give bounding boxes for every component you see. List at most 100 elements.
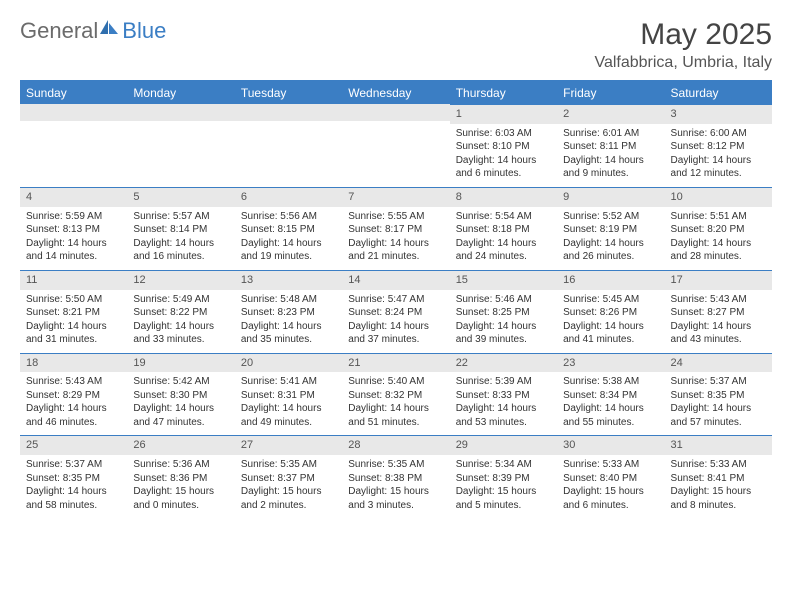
day-number: 2 <box>557 104 664 124</box>
daylight-line: Daylight: 14 hours and 16 minutes. <box>133 237 228 264</box>
day-number: 24 <box>665 353 772 373</box>
logo: General Blue <box>20 18 166 44</box>
daylight-line: Daylight: 15 hours and 2 minutes. <box>241 485 336 512</box>
day-number: 13 <box>235 270 342 290</box>
sunset-line: Sunset: 8:26 PM <box>563 306 658 320</box>
sunset-line: Sunset: 8:18 PM <box>456 223 551 237</box>
day-details: Sunrise: 5:43 AMSunset: 8:27 PMDaylight:… <box>665 290 772 353</box>
day-details: Sunrise: 5:52 AMSunset: 8:19 PMDaylight:… <box>557 207 664 270</box>
daylight-line: Daylight: 14 hours and 35 minutes. <box>241 320 336 347</box>
sunset-line: Sunset: 8:29 PM <box>26 389 121 403</box>
daylight-line: Daylight: 14 hours and 43 minutes. <box>671 320 766 347</box>
day-details: Sunrise: 6:01 AMSunset: 8:11 PMDaylight:… <box>557 124 664 187</box>
daylight-line: Daylight: 14 hours and 28 minutes. <box>671 237 766 264</box>
day-details: Sunrise: 6:03 AMSunset: 8:10 PMDaylight:… <box>450 124 557 187</box>
calendar-week-row: 25Sunrise: 5:37 AMSunset: 8:35 PMDayligh… <box>20 435 772 518</box>
daylight-line: Daylight: 14 hours and 39 minutes. <box>456 320 551 347</box>
daylight-line: Daylight: 14 hours and 9 minutes. <box>563 154 658 181</box>
calendar-cell: 23Sunrise: 5:38 AMSunset: 8:34 PMDayligh… <box>557 353 664 436</box>
calendar-cell: 22Sunrise: 5:39 AMSunset: 8:33 PMDayligh… <box>450 353 557 436</box>
daylight-line: Daylight: 14 hours and 53 minutes. <box>456 402 551 429</box>
sunrise-line: Sunrise: 5:52 AM <box>563 210 658 224</box>
day-number: 6 <box>235 187 342 207</box>
day-number: 16 <box>557 270 664 290</box>
day-number: 21 <box>342 353 449 373</box>
sunrise-line: Sunrise: 5:34 AM <box>456 458 551 472</box>
calendar-cell <box>342 104 449 187</box>
day-number: 1 <box>450 104 557 124</box>
sunrise-line: Sunrise: 6:03 AM <box>456 127 551 141</box>
sunrise-line: Sunrise: 5:57 AM <box>133 210 228 224</box>
sunset-line: Sunset: 8:34 PM <box>563 389 658 403</box>
sunset-line: Sunset: 8:13 PM <box>26 223 121 237</box>
weekday-header: Saturday <box>665 81 772 104</box>
daylight-line: Daylight: 14 hours and 47 minutes. <box>133 402 228 429</box>
day-details: Sunrise: 5:40 AMSunset: 8:32 PMDaylight:… <box>342 372 449 435</box>
day-number: 26 <box>127 435 234 455</box>
day-number: 28 <box>342 435 449 455</box>
sunset-line: Sunset: 8:27 PM <box>671 306 766 320</box>
day-details: Sunrise: 5:50 AMSunset: 8:21 PMDaylight:… <box>20 290 127 353</box>
sunset-line: Sunset: 8:33 PM <box>456 389 551 403</box>
location-subtitle: Valfabbrica, Umbria, Italy <box>594 54 772 72</box>
daylight-line: Daylight: 15 hours and 3 minutes. <box>348 485 443 512</box>
day-number: 10 <box>665 187 772 207</box>
sunrise-line: Sunrise: 5:38 AM <box>563 375 658 389</box>
daylight-line: Daylight: 14 hours and 31 minutes. <box>26 320 121 347</box>
sunset-line: Sunset: 8:30 PM <box>133 389 228 403</box>
sunset-line: Sunset: 8:20 PM <box>671 223 766 237</box>
sunrise-line: Sunrise: 5:41 AM <box>241 375 336 389</box>
sunset-line: Sunset: 8:41 PM <box>671 472 766 486</box>
weekday-header: Sunday <box>20 81 127 104</box>
logo-text-general: General <box>20 18 98 44</box>
sunset-line: Sunset: 8:12 PM <box>671 140 766 154</box>
calendar-cell: 4Sunrise: 5:59 AMSunset: 8:13 PMDaylight… <box>20 187 127 270</box>
calendar-cell: 17Sunrise: 5:43 AMSunset: 8:27 PMDayligh… <box>665 270 772 353</box>
day-details: Sunrise: 5:34 AMSunset: 8:39 PMDaylight:… <box>450 455 557 518</box>
sunset-line: Sunset: 8:31 PM <box>241 389 336 403</box>
sunrise-line: Sunrise: 5:35 AM <box>348 458 443 472</box>
day-number: 17 <box>665 270 772 290</box>
day-details: Sunrise: 5:56 AMSunset: 8:15 PMDaylight:… <box>235 207 342 270</box>
sunset-line: Sunset: 8:11 PM <box>563 140 658 154</box>
day-number: 8 <box>450 187 557 207</box>
sunrise-line: Sunrise: 5:40 AM <box>348 375 443 389</box>
calendar-week-row: 1Sunrise: 6:03 AMSunset: 8:10 PMDaylight… <box>20 104 772 187</box>
calendar-cell: 27Sunrise: 5:35 AMSunset: 8:37 PMDayligh… <box>235 435 342 518</box>
calendar-cell: 31Sunrise: 5:33 AMSunset: 8:41 PMDayligh… <box>665 435 772 518</box>
day-details: Sunrise: 5:57 AMSunset: 8:14 PMDaylight:… <box>127 207 234 270</box>
empty-day <box>342 104 449 121</box>
day-details: Sunrise: 5:41 AMSunset: 8:31 PMDaylight:… <box>235 372 342 435</box>
sunset-line: Sunset: 8:23 PM <box>241 306 336 320</box>
calendar-cell: 15Sunrise: 5:46 AMSunset: 8:25 PMDayligh… <box>450 270 557 353</box>
weekday-header: Wednesday <box>342 81 449 104</box>
daylight-line: Daylight: 15 hours and 5 minutes. <box>456 485 551 512</box>
day-details: Sunrise: 5:45 AMSunset: 8:26 PMDaylight:… <box>557 290 664 353</box>
calendar-cell: 6Sunrise: 5:56 AMSunset: 8:15 PMDaylight… <box>235 187 342 270</box>
sunrise-line: Sunrise: 5:48 AM <box>241 293 336 307</box>
day-details: Sunrise: 5:33 AMSunset: 8:41 PMDaylight:… <box>665 455 772 518</box>
sunset-line: Sunset: 8:32 PM <box>348 389 443 403</box>
day-details: Sunrise: 5:39 AMSunset: 8:33 PMDaylight:… <box>450 372 557 435</box>
calendar-cell: 3Sunrise: 6:00 AMSunset: 8:12 PMDaylight… <box>665 104 772 187</box>
day-details: Sunrise: 5:51 AMSunset: 8:20 PMDaylight:… <box>665 207 772 270</box>
day-details: Sunrise: 5:43 AMSunset: 8:29 PMDaylight:… <box>20 372 127 435</box>
day-number: 22 <box>450 353 557 373</box>
daylight-line: Daylight: 14 hours and 37 minutes. <box>348 320 443 347</box>
daylight-line: Daylight: 14 hours and 46 minutes. <box>26 402 121 429</box>
sunrise-line: Sunrise: 6:00 AM <box>671 127 766 141</box>
sunrise-line: Sunrise: 5:45 AM <box>563 293 658 307</box>
logo-text-blue: Blue <box>122 18 166 44</box>
calendar-cell: 10Sunrise: 5:51 AMSunset: 8:20 PMDayligh… <box>665 187 772 270</box>
day-details: Sunrise: 5:38 AMSunset: 8:34 PMDaylight:… <box>557 372 664 435</box>
empty-day <box>127 104 234 121</box>
calendar-week-row: 4Sunrise: 5:59 AMSunset: 8:13 PMDaylight… <box>20 187 772 270</box>
sunrise-line: Sunrise: 5:33 AM <box>671 458 766 472</box>
day-details: Sunrise: 5:33 AMSunset: 8:40 PMDaylight:… <box>557 455 664 518</box>
calendar-cell <box>20 104 127 187</box>
sunrise-line: Sunrise: 5:56 AM <box>241 210 336 224</box>
daylight-line: Daylight: 14 hours and 41 minutes. <box>563 320 658 347</box>
sunrise-line: Sunrise: 5:42 AM <box>133 375 228 389</box>
day-details: Sunrise: 5:59 AMSunset: 8:13 PMDaylight:… <box>20 207 127 270</box>
sunrise-line: Sunrise: 6:01 AM <box>563 127 658 141</box>
